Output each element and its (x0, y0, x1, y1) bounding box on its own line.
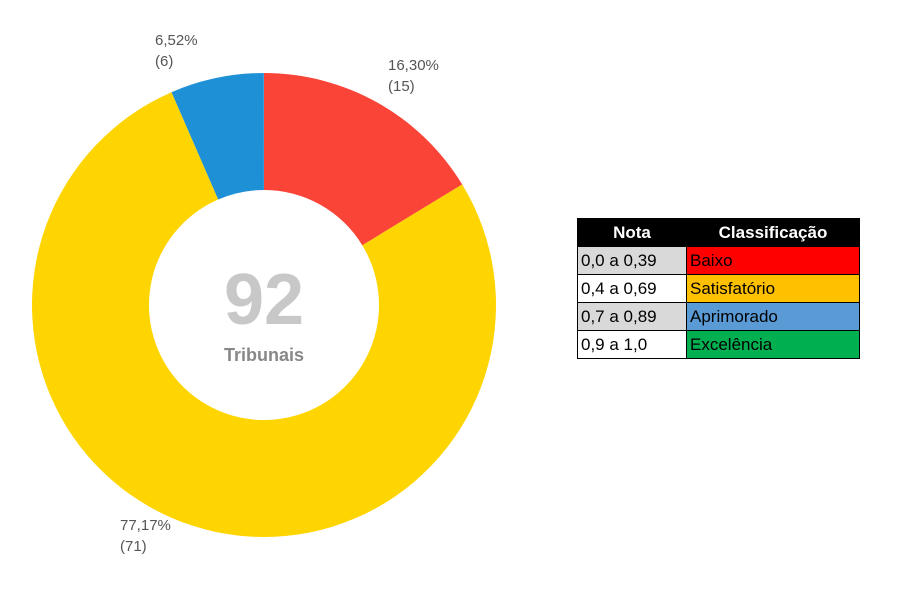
grade-cell: 0,4 a 0,69 (577, 274, 687, 303)
count-label: (15) (388, 78, 415, 95)
grade-cell: 0,9 a 1,0 (577, 330, 687, 359)
value-label: 77,17% (120, 517, 171, 534)
value-label: 16,30% (388, 57, 439, 74)
class-cell: Excelência (686, 330, 860, 359)
table-row: 0,4 a 0,69 Satisfatório (577, 274, 860, 303)
center-label: Tribunais (224, 345, 304, 365)
class-cell: Baixo (686, 246, 860, 275)
table-row: 0,0 a 0,39 Baixo (577, 246, 860, 275)
value-label: 6,52% (155, 32, 198, 49)
table-row: 0,9 a 1,0 Excelência (577, 330, 860, 359)
center-value: 92 (224, 260, 304, 340)
count-label: (6) (155, 53, 173, 70)
table-row: 0,7 a 0,89 Aprimorado (577, 302, 860, 331)
header-cell: Nota (577, 218, 687, 247)
grade-cell: 0,0 a 0,39 (577, 246, 687, 275)
grade-cell: 0,7 a 0,89 (577, 302, 687, 331)
class-cell: Satisfatório (686, 274, 860, 303)
donut-slice (31, 92, 496, 538)
donut-slice (171, 73, 264, 200)
header-cell: Classificação (686, 218, 860, 247)
class-cell: Aprimorado (686, 302, 860, 331)
donut-slice (264, 73, 463, 246)
header-row: Nota Classificação (577, 218, 860, 247)
legend-table: Nota Classificação 0,0 a 0,39 Baixo 0,4 a … (577, 218, 860, 359)
count-label: (71) (120, 538, 147, 555)
